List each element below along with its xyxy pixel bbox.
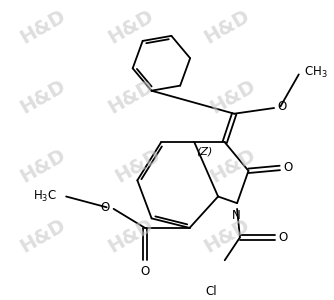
Text: H&D: H&D [105,6,157,47]
Text: O: O [277,100,287,113]
Text: H&D: H&D [207,146,259,187]
Text: H&D: H&D [16,6,68,47]
Text: H&D: H&D [200,216,253,257]
Text: H&D: H&D [105,216,157,257]
Text: O: O [284,161,293,174]
Text: H$_3$C: H$_3$C [32,189,57,204]
Text: Cl: Cl [206,285,217,298]
Text: O: O [279,231,288,244]
Text: H&D: H&D [16,76,68,117]
Text: O: O [101,201,110,214]
Text: H&D: H&D [105,76,157,117]
Text: H&D: H&D [16,216,68,257]
Text: H&D: H&D [200,6,253,47]
Text: (Z): (Z) [196,147,212,157]
Text: N: N [232,209,241,222]
Text: H&D: H&D [16,146,68,187]
Text: CH$_3$: CH$_3$ [304,65,327,80]
Text: H&D: H&D [112,146,164,187]
Text: O: O [140,265,150,278]
Text: H&D: H&D [207,76,259,117]
